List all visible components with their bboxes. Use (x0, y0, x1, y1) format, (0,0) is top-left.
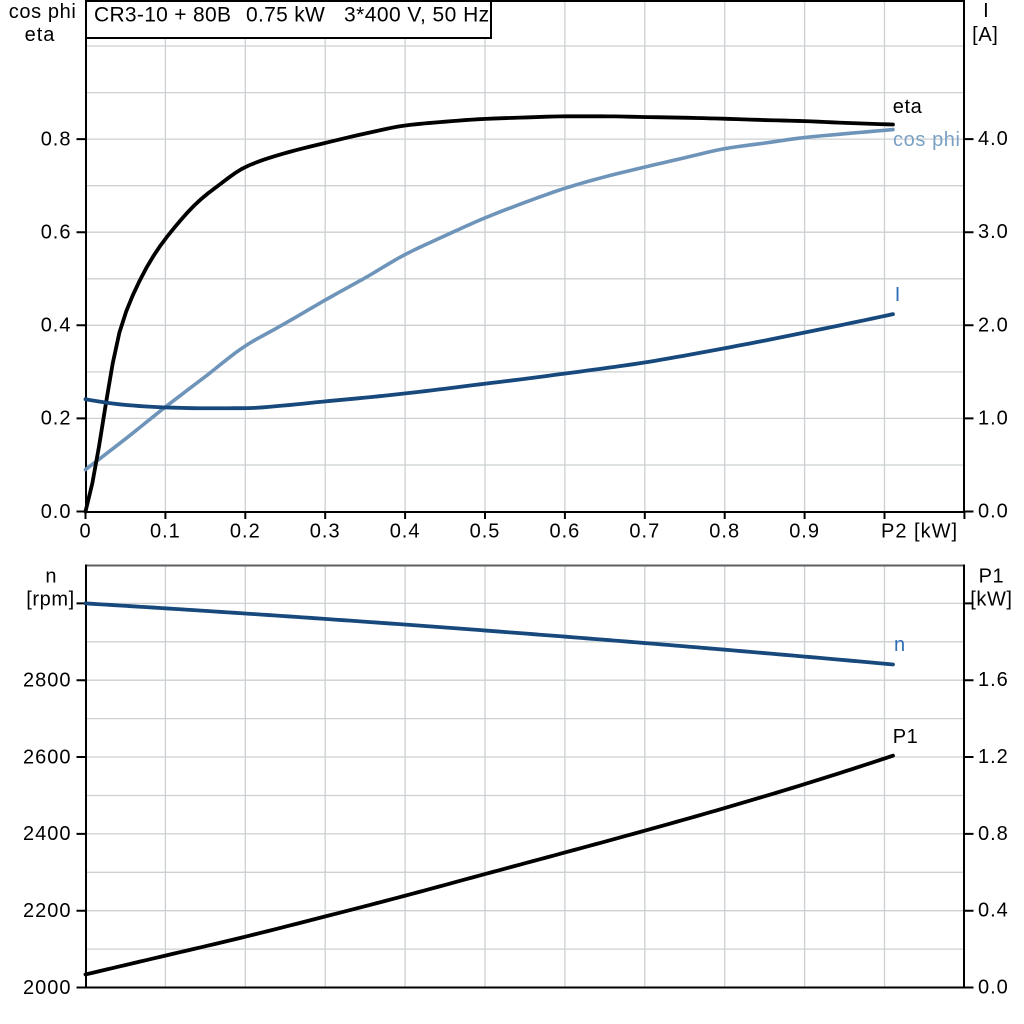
svg-text:eta: eta (893, 96, 923, 118)
svg-text:2400: 2400 (23, 823, 72, 845)
svg-text:cos phi: cos phi (893, 129, 961, 151)
svg-text:0.4: 0.4 (978, 900, 1009, 922)
svg-text:0.0: 0.0 (41, 501, 72, 523)
svg-text:0.75 kW: 0.75 kW (246, 4, 325, 27)
svg-text:0.7: 0.7 (629, 521, 660, 543)
svg-text:0.4: 0.4 (41, 315, 72, 337)
svg-text:0.5: 0.5 (470, 521, 501, 543)
svg-text:4.0: 4.0 (978, 128, 1009, 150)
svg-text:0.4: 0.4 (390, 521, 421, 543)
svg-text:n: n (45, 566, 57, 588)
svg-text:0.2: 0.2 (230, 521, 261, 543)
svg-text:2000: 2000 (23, 977, 72, 999)
svg-text:0.0: 0.0 (978, 977, 1009, 999)
svg-text:P1: P1 (893, 726, 919, 748)
svg-text:0.0: 0.0 (978, 501, 1009, 523)
svg-text:P2 [kW]: P2 [kW] (881, 521, 958, 543)
svg-text:P1: P1 (979, 566, 1005, 588)
svg-text:0.2: 0.2 (41, 408, 72, 430)
svg-text:2200: 2200 (23, 900, 72, 922)
svg-text:[rpm]: [rpm] (26, 589, 75, 611)
svg-text:0.8: 0.8 (41, 128, 72, 150)
svg-text:3*400 V, 50 Hz: 3*400 V, 50 Hz (344, 4, 490, 27)
svg-text:0: 0 (79, 521, 91, 543)
svg-text:0.3: 0.3 (310, 521, 341, 543)
svg-text:cos phi: cos phi (9, 1, 77, 23)
svg-text:0.8: 0.8 (978, 823, 1009, 845)
svg-text:0.9: 0.9 (789, 521, 820, 543)
svg-text:n: n (894, 634, 906, 656)
svg-text:[A]: [A] (972, 24, 998, 46)
svg-text:0.6: 0.6 (549, 521, 580, 543)
svg-text:1.6: 1.6 (978, 669, 1009, 691)
svg-text:2800: 2800 (23, 670, 72, 692)
svg-text:2600: 2600 (23, 746, 72, 768)
svg-text:3.0: 3.0 (978, 221, 1009, 243)
svg-text:CR3-10 + 80B: CR3-10 + 80B (94, 4, 231, 27)
svg-text:eta: eta (25, 24, 56, 46)
svg-text:2.0: 2.0 (978, 314, 1009, 336)
svg-text:0.8: 0.8 (709, 521, 740, 543)
svg-text:1.0: 1.0 (978, 407, 1009, 429)
svg-text:I: I (895, 284, 902, 306)
svg-text:0.6: 0.6 (41, 222, 72, 244)
svg-text:I: I (983, 0, 990, 22)
svg-text:1.2: 1.2 (978, 746, 1009, 768)
svg-text:[kW]: [kW] (970, 589, 1012, 611)
svg-text:0.1: 0.1 (150, 521, 181, 543)
